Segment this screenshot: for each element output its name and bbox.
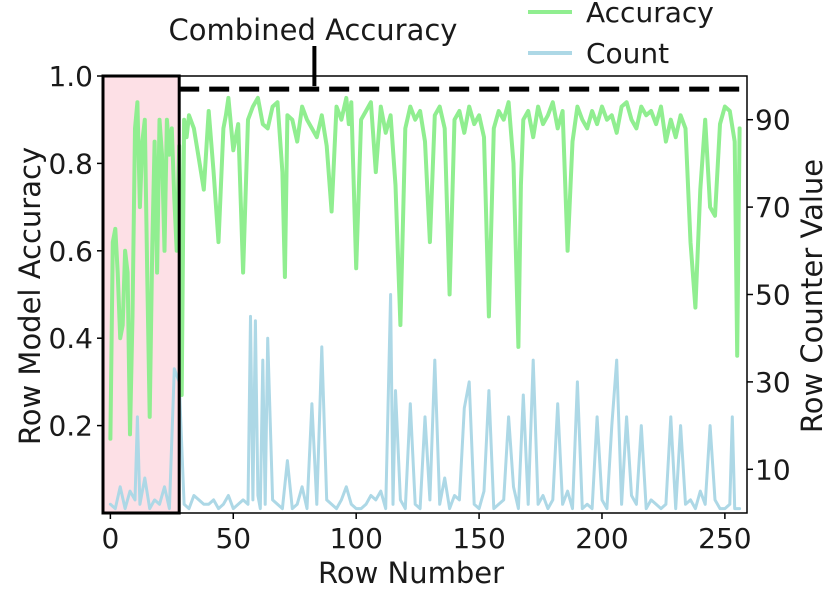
x-tick-label: 250 <box>698 522 751 555</box>
series-line-accuracy <box>108 95 742 441</box>
legend-label-count: Count <box>586 37 669 70</box>
x-tick-label: 100 <box>329 522 382 555</box>
annotation-label: Combined Accuracy <box>169 13 458 47</box>
x-tick-label: 150 <box>452 522 505 555</box>
left-y-tick-label: 0.2 <box>48 410 93 443</box>
right-axis-label: Row Counter Value <box>795 159 829 433</box>
left-axis-label: Row Model Accuracy <box>13 147 47 445</box>
left-y-tick-label: 0.4 <box>48 322 93 355</box>
left-y-tick-label: 0.8 <box>48 147 93 180</box>
left-y-tick-label: 1.0 <box>48 60 93 93</box>
x-tick-label: 0 <box>101 522 119 555</box>
x-tick-label: 50 <box>215 522 251 555</box>
right-y-tick-label: 70 <box>755 191 791 224</box>
series-layer <box>108 95 742 511</box>
right-y-tick-label: 10 <box>755 453 791 486</box>
x-tick-label: 200 <box>575 522 628 555</box>
right-y-tick-label: 30 <box>755 366 791 399</box>
right-y-tick-label: 90 <box>755 104 791 137</box>
right-y-tick-label: 50 <box>755 279 791 312</box>
legend: Accuracy Count <box>528 0 714 70</box>
legend-label-accuracy: Accuracy <box>586 0 714 29</box>
x-axis-label: Row Number <box>318 556 504 588</box>
left-y-tick-label: 0.6 <box>48 235 93 268</box>
series-line-count <box>108 293 742 511</box>
ticks-layer: 0 50 100 150 200 250 0.2 0.4 0.6 0.8 1.0 10 30 50 70 90 <box>48 60 790 555</box>
